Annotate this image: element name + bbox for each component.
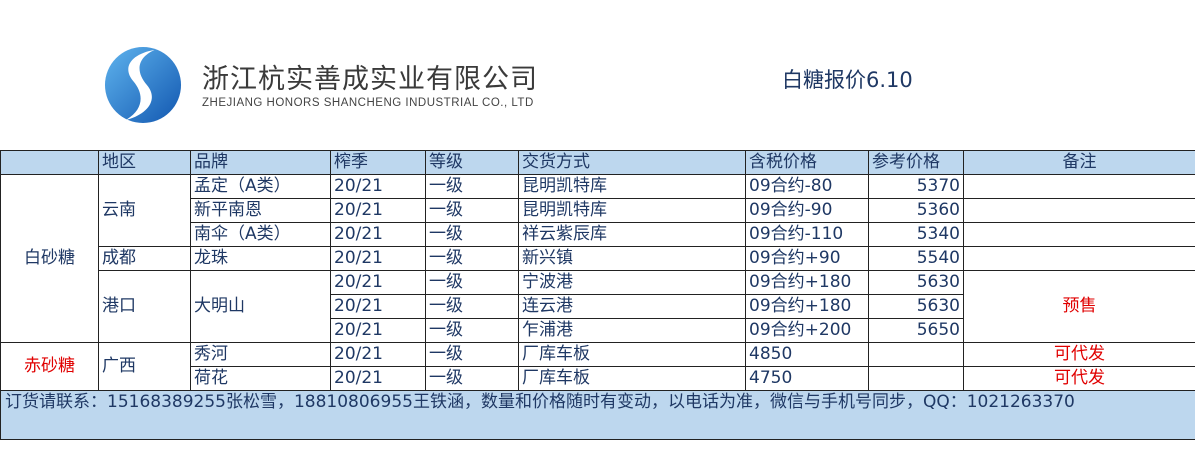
table-row: 港口 大明山 20/21 一级 宁波港 09合约+180 5630 预售 xyxy=(1,270,1195,343)
note-cell xyxy=(963,198,1195,223)
tax-price-cell: 09合约-110 xyxy=(745,222,869,247)
col-header-delivery: 交货方式 xyxy=(518,150,746,175)
region-cell: 港口 xyxy=(98,270,191,343)
ref-price-cell: 5630 xyxy=(868,294,964,319)
grade-cell: 一级 xyxy=(425,294,519,319)
brand-cell: 龙珠 xyxy=(190,246,331,271)
season-cell: 20/21 xyxy=(330,318,426,343)
grade-cell: 一级 xyxy=(425,174,519,199)
col-header-region: 地区 xyxy=(98,150,191,175)
tax-price-cell: 09合约-90 xyxy=(745,198,869,223)
note-cell: 可代发 xyxy=(963,366,1195,391)
brand-cell: 孟定（A类） xyxy=(190,174,331,199)
delivery-cell: 厂库车板 xyxy=(518,342,746,367)
delivery-cell: 连云港 xyxy=(518,294,746,319)
col-header-note: 备注 xyxy=(963,150,1195,175)
col-header-category xyxy=(0,150,99,175)
tax-price-cell: 09合约-80 xyxy=(745,174,869,199)
season-cell: 20/21 xyxy=(330,342,426,367)
ref-price-cell: 5360 xyxy=(868,198,964,223)
brand-cell: 荷花 xyxy=(190,366,331,391)
table-header-row: 地区 品牌 榨季 等级 交货方式 含税价格 参考价格 备注 xyxy=(0,150,1195,175)
season-cell: 20/21 xyxy=(330,294,426,319)
delivery-cell: 祥云紫辰库 xyxy=(518,222,746,247)
grade-cell: 一级 xyxy=(425,246,519,271)
col-header-tax-price: 含税价格 xyxy=(745,150,869,175)
category-white-sugar: 白砂糖 xyxy=(0,174,99,343)
season-cell: 20/21 xyxy=(330,174,426,199)
brand-cell: 大明山 xyxy=(190,270,331,343)
delivery-cell: 新兴镇 xyxy=(518,246,746,271)
ref-price-cell: 5650 xyxy=(868,318,964,343)
table-row: 成都 龙珠 20/21 一级 新兴镇 09合约+90 5540 xyxy=(1,246,1195,271)
company-name-en: ZHEJIANG HONORS SHANCHENG INDUSTRIAL CO.… xyxy=(202,97,534,109)
tax-price-cell: 09合约+90 xyxy=(745,246,869,271)
delivery-cell: 厂库车板 xyxy=(518,366,746,391)
tax-price-cell: 4850 xyxy=(745,342,869,367)
region-cell: 云南 xyxy=(98,174,191,247)
season-cell: 20/21 xyxy=(330,222,426,247)
season-cell: 20/21 xyxy=(330,366,426,391)
price-table: 地区 品牌 榨季 等级 交货方式 含税价格 参考价格 备注 白砂糖 云南 孟定（… xyxy=(0,150,1195,440)
delivery-cell: 昆明凯特库 xyxy=(518,174,746,199)
ref-price-cell: 5340 xyxy=(868,222,964,247)
col-header-brand: 品牌 xyxy=(190,150,331,175)
grade-cell: 一级 xyxy=(425,366,519,391)
season-cell: 20/21 xyxy=(330,198,426,223)
tax-price-cell: 09合约+180 xyxy=(745,270,869,295)
contact-info: 订货请联系：15168389255张松雪，18810806955王铁涵，数量和价… xyxy=(0,390,1195,440)
company-name-cn: 浙江杭实善成实业有限公司 xyxy=(202,64,538,95)
brand-cell: 南伞（A类） xyxy=(190,222,331,247)
grade-cell: 一级 xyxy=(425,318,519,343)
season-cell: 20/21 xyxy=(330,246,426,271)
category-red-sugar: 赤砂糖 xyxy=(0,342,99,391)
table-row: 南伞（A类） 20/21 一级 祥云紫辰库 09合约-110 5340 xyxy=(1,222,1195,247)
col-header-grade: 等级 xyxy=(425,150,519,175)
col-header-season: 榨季 xyxy=(330,150,426,175)
season-cell: 20/21 xyxy=(330,270,426,295)
table-row: 20/21 一级 连云港 09合约+180 5630 xyxy=(1,294,1195,319)
table-row: 新平南恩 20/21 一级 昆明凯特库 09合约-90 5360 xyxy=(1,198,1195,223)
note-presale: 预售 xyxy=(963,270,1195,343)
ref-price-cell: 5630 xyxy=(868,270,964,295)
note-cell xyxy=(963,222,1195,247)
delivery-cell: 昆明凯特库 xyxy=(518,198,746,223)
ref-price-cell: 5370 xyxy=(868,174,964,199)
ref-price-cell xyxy=(868,366,964,391)
note-cell xyxy=(963,174,1195,199)
grade-cell: 一级 xyxy=(425,222,519,247)
brand-cell: 新平南恩 xyxy=(190,198,331,223)
tax-price-cell: 4750 xyxy=(745,366,869,391)
note-cell: 可代发 xyxy=(963,342,1195,367)
brand-cell: 秀河 xyxy=(190,342,331,367)
grade-cell: 一级 xyxy=(425,198,519,223)
region-cell: 广西 xyxy=(98,342,191,391)
delivery-cell: 乍浦港 xyxy=(518,318,746,343)
table-row: 白砂糖 云南 孟定（A类） 20/21 一级 昆明凯特库 09合约-80 537… xyxy=(0,174,1195,343)
table-row: 赤砂糖 广西 秀河 20/21 一级 厂库车板 4850 可代发 xyxy=(0,342,1195,391)
footer-row: 订货请联系：15168389255张松雪，18810806955王铁涵，数量和价… xyxy=(0,390,1195,440)
grade-cell: 一级 xyxy=(425,342,519,367)
company-logo xyxy=(104,46,182,124)
note-cell xyxy=(963,246,1195,271)
delivery-cell: 宁波港 xyxy=(518,270,746,295)
page-title: 白糖报价6.10 xyxy=(782,68,913,92)
tax-price-cell: 09合约+180 xyxy=(745,294,869,319)
col-header-ref-price: 参考价格 xyxy=(868,150,964,175)
ref-price-cell xyxy=(868,342,964,367)
grade-cell: 一级 xyxy=(425,270,519,295)
ref-price-cell: 5540 xyxy=(868,246,964,271)
tax-price-cell: 09合约+200 xyxy=(745,318,869,343)
region-cell: 成都 xyxy=(98,246,191,271)
